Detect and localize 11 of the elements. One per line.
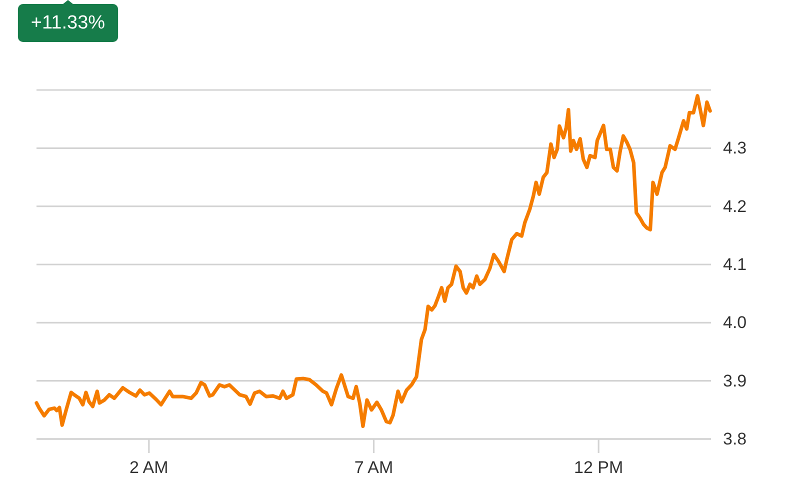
y-tick-label: 4.1 [723,254,747,274]
y-tick-label: 3.8 [723,429,747,448]
y-tick-label: 4.2 [723,196,747,216]
x-tick-label: 2 AM [130,458,168,478]
y-tick-label: 3.9 [723,371,747,390]
x-tick-label: 12 PM [574,458,624,478]
y-tick-label: 4.3 [723,138,747,158]
y-tick-label: 4.0 [723,313,747,332]
line-series [34,94,712,428]
x-tick-label: 7 AM [354,458,394,478]
text: +11.33% [30,12,106,34]
